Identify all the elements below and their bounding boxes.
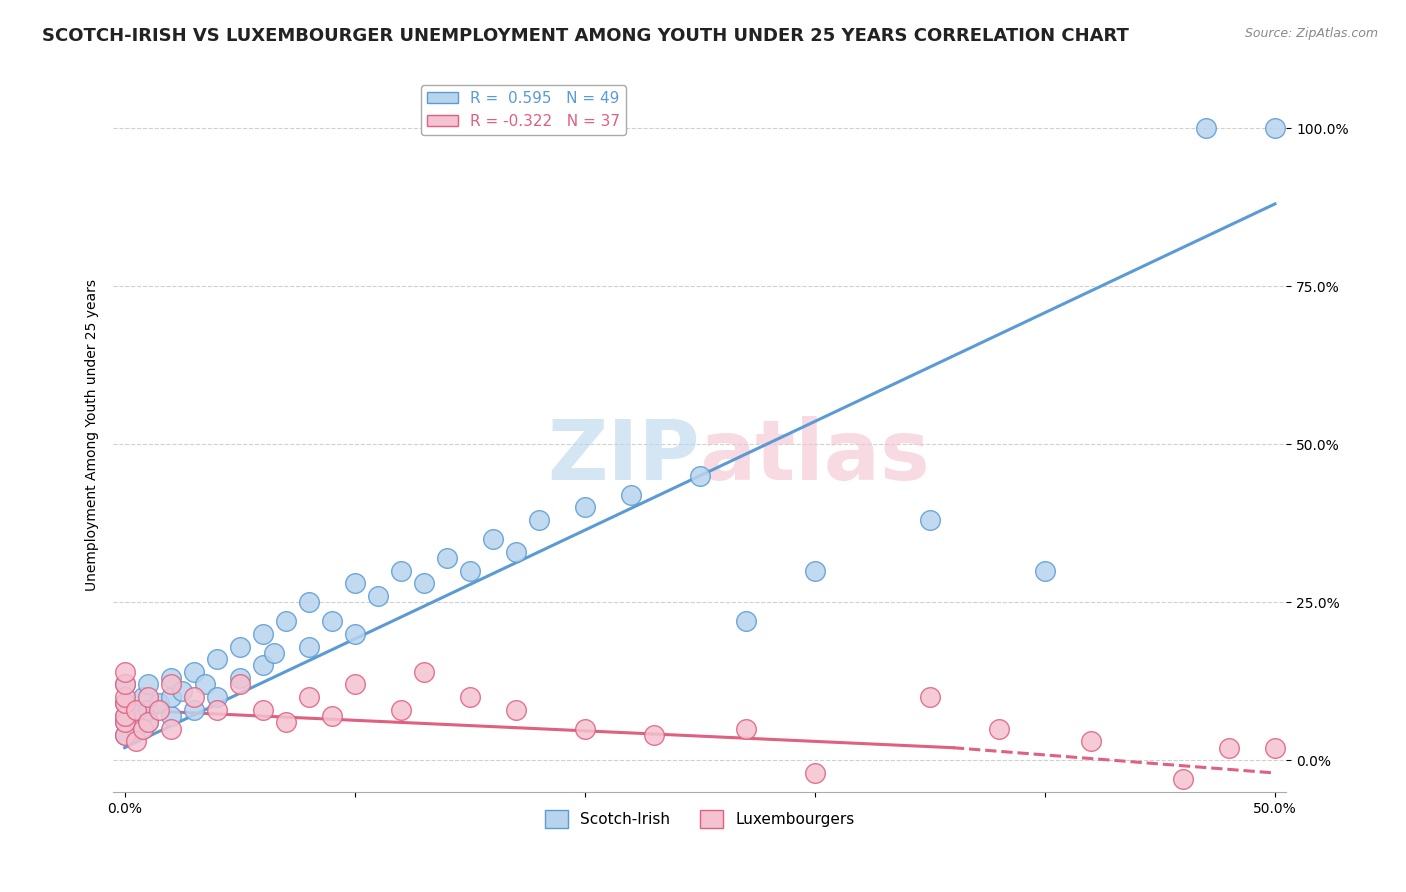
Y-axis label: Unemployment Among Youth under 25 years: Unemployment Among Youth under 25 years <box>86 278 100 591</box>
Text: SCOTCH-IRISH VS LUXEMBOURGER UNEMPLOYMENT AMONG YOUTH UNDER 25 YEARS CORRELATION: SCOTCH-IRISH VS LUXEMBOURGER UNEMPLOYMEN… <box>42 27 1129 45</box>
Point <box>114 697 136 711</box>
Point <box>1033 564 1056 578</box>
Point <box>274 614 297 628</box>
Point <box>804 564 827 578</box>
Point <box>389 703 412 717</box>
Point <box>574 500 596 515</box>
Point <box>183 690 205 705</box>
Text: atlas: atlas <box>700 416 931 497</box>
Point <box>136 715 159 730</box>
Point <box>505 544 527 558</box>
Point <box>125 722 148 736</box>
Point <box>987 722 1010 736</box>
Point <box>343 576 366 591</box>
Point <box>125 703 148 717</box>
Point <box>505 703 527 717</box>
Point <box>412 576 434 591</box>
Text: Source: ZipAtlas.com: Source: ZipAtlas.com <box>1244 27 1378 40</box>
Point <box>114 665 136 679</box>
Point <box>252 658 274 673</box>
Point <box>159 671 181 685</box>
Point <box>321 614 343 628</box>
Point <box>132 690 155 705</box>
Point <box>114 715 136 730</box>
Point <box>343 677 366 691</box>
Point <box>620 488 643 502</box>
Point <box>148 697 170 711</box>
Point <box>172 683 194 698</box>
Point <box>114 709 136 723</box>
Point <box>148 703 170 717</box>
Point <box>412 665 434 679</box>
Point <box>205 690 228 705</box>
Point <box>1264 121 1286 136</box>
Point <box>159 709 181 723</box>
Point <box>183 665 205 679</box>
Point <box>183 703 205 717</box>
Point <box>298 640 321 654</box>
Point <box>159 690 181 705</box>
Point <box>159 722 181 736</box>
Point <box>458 564 481 578</box>
Point <box>389 564 412 578</box>
Point <box>114 690 136 705</box>
Point <box>1080 734 1102 748</box>
Point <box>574 722 596 736</box>
Point <box>114 697 136 711</box>
Point <box>458 690 481 705</box>
Point <box>114 728 136 742</box>
Point <box>136 690 159 705</box>
Point <box>1218 740 1240 755</box>
Point <box>734 614 756 628</box>
Point <box>205 703 228 717</box>
Point <box>918 513 941 527</box>
Point <box>298 690 321 705</box>
Point <box>228 640 250 654</box>
Point <box>263 646 285 660</box>
Point <box>228 677 250 691</box>
Point <box>1195 121 1218 136</box>
Point <box>734 722 756 736</box>
Point <box>114 677 136 691</box>
Text: ZIP: ZIP <box>547 416 700 497</box>
Point <box>125 734 148 748</box>
Legend: Scotch-Irish, Luxembourgers: Scotch-Irish, Luxembourgers <box>538 804 860 834</box>
Point <box>132 722 155 736</box>
Point <box>343 627 366 641</box>
Point <box>114 677 136 691</box>
Point <box>436 551 458 566</box>
Point <box>689 468 711 483</box>
Point <box>114 728 136 742</box>
Point <box>228 671 250 685</box>
Point <box>321 709 343 723</box>
Point <box>205 652 228 666</box>
Point <box>159 677 181 691</box>
Point <box>1264 740 1286 755</box>
Point <box>918 690 941 705</box>
Point <box>194 677 217 691</box>
Point <box>1171 772 1194 787</box>
Point <box>114 709 136 723</box>
Point <box>114 715 136 730</box>
Point <box>252 627 274 641</box>
Point <box>252 703 274 717</box>
Point <box>274 715 297 730</box>
Point <box>804 766 827 780</box>
Point <box>136 677 159 691</box>
Point <box>481 532 503 546</box>
Point <box>643 728 665 742</box>
Point <box>298 595 321 609</box>
Point <box>125 703 148 717</box>
Point <box>136 715 159 730</box>
Point <box>527 513 550 527</box>
Point <box>367 589 389 603</box>
Point <box>136 703 159 717</box>
